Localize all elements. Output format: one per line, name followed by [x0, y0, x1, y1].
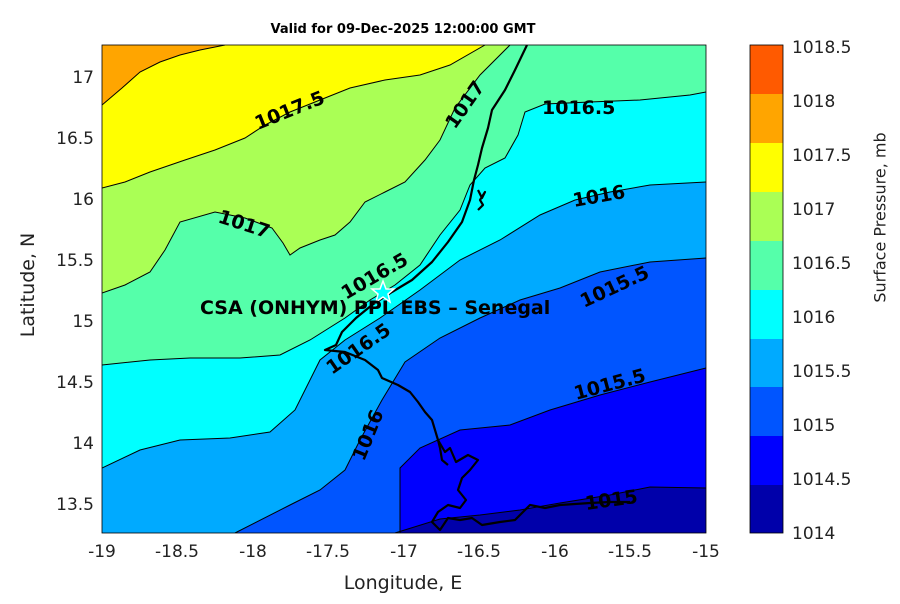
- map-title: Valid for 09-Dec-2025 12:00:00 GMT: [270, 22, 536, 37]
- contour-label: 1016.5: [542, 97, 615, 119]
- y-tick-label: 13.5: [56, 495, 94, 515]
- y-axis-label: Latitude, N: [17, 232, 39, 338]
- station-marker[interactable]: [369, 278, 397, 304]
- colorbar-tick-label: 1017.5: [792, 146, 851, 166]
- colorbar-swatch: [750, 387, 783, 436]
- x-axis: -19 -18.5 -18 -17.5 -17 -16.5 -16 -15.5 …: [88, 542, 720, 562]
- x-axis-label: Longitude, E: [343, 572, 463, 594]
- colorbar-tick-label: 1014.5: [792, 470, 851, 490]
- colorbar-swatch: [750, 45, 783, 94]
- x-tick-label: -17.5: [306, 542, 350, 562]
- colorbar-tick-label: 1015.5: [792, 362, 851, 382]
- contour-lines: [102, 45, 706, 533]
- x-tick-label: -19: [88, 542, 116, 562]
- station-label: CSA (ONHYM) PPL EBS – Senegal: [200, 297, 550, 319]
- band-1018: [102, 45, 225, 105]
- colorbar-swatch: [750, 485, 783, 533]
- y-tick-label: 16: [72, 190, 94, 210]
- x-tick-label: -16: [541, 542, 569, 562]
- station-star-icon[interactable]: [369, 278, 397, 304]
- y-tick-label: 14: [72, 434, 94, 454]
- colorbar-swatch: [750, 94, 783, 143]
- band-1017-5: [102, 45, 485, 188]
- y-tick-label: 14.5: [56, 373, 94, 393]
- colorbar-tick-label: 1016.5: [792, 254, 851, 274]
- coastline: [323, 45, 528, 466]
- isobar-1018: [102, 45, 226, 106]
- coastline-and-borders: [323, 45, 630, 532]
- isobar-1017-5: [102, 45, 486, 189]
- colorbar-swatch: [750, 436, 783, 485]
- isobar-1017: [102, 45, 511, 294]
- x-tick-label: -17: [390, 542, 418, 562]
- colorbar-tick-label: 1016: [792, 308, 835, 328]
- x-tick-label: -15.5: [608, 542, 652, 562]
- colorbar-tick-label: 1014: [792, 524, 835, 544]
- colorbar: [749, 44, 784, 534]
- colorbar-tick-label: 1015: [792, 416, 835, 436]
- plot-frame: [101, 44, 707, 534]
- y-tick-label: 16.5: [56, 129, 94, 149]
- x-tick-label: -15: [692, 542, 720, 562]
- isobar-1016-5: [102, 91, 706, 366]
- colorbar-tick-label: 1018.5: [792, 38, 851, 58]
- x-tick-label: -18.5: [155, 542, 199, 562]
- y-tick-label: 17: [72, 68, 94, 88]
- colorbar-swatch: [750, 241, 783, 290]
- isobar-1015: [399, 367, 706, 533]
- contour-fill-layer: [102, 45, 706, 533]
- gambia-border: [430, 439, 630, 532]
- colorbar-swatch: [750, 339, 783, 387]
- isobar-1015-5: [234, 257, 706, 533]
- senegal-river-border: [477, 189, 487, 211]
- colorbar-swatch: [750, 290, 783, 339]
- colorbar-swatch: [750, 192, 783, 241]
- x-tick-label: -18: [239, 542, 267, 562]
- colorbar-label: Surface Pressure, mb: [870, 132, 890, 303]
- colorbar-ticks: 1018.5 1018 1017.5 1017 1016.5 1016 1015…: [792, 38, 851, 544]
- y-axis: 17 16.5 16 15.5 15 14.5 14 13.5: [56, 68, 94, 515]
- colorbar-swatch: [750, 143, 783, 192]
- colorbar-frame: [749, 44, 784, 534]
- x-tick-label: -16.5: [457, 542, 501, 562]
- y-tick-label: 15: [72, 312, 94, 332]
- colorbar-tick-label: 1018: [792, 92, 835, 112]
- y-tick-label: 15.5: [56, 251, 94, 271]
- isobar-1016: [102, 181, 706, 469]
- colorbar-tick-label: 1017: [792, 200, 835, 220]
